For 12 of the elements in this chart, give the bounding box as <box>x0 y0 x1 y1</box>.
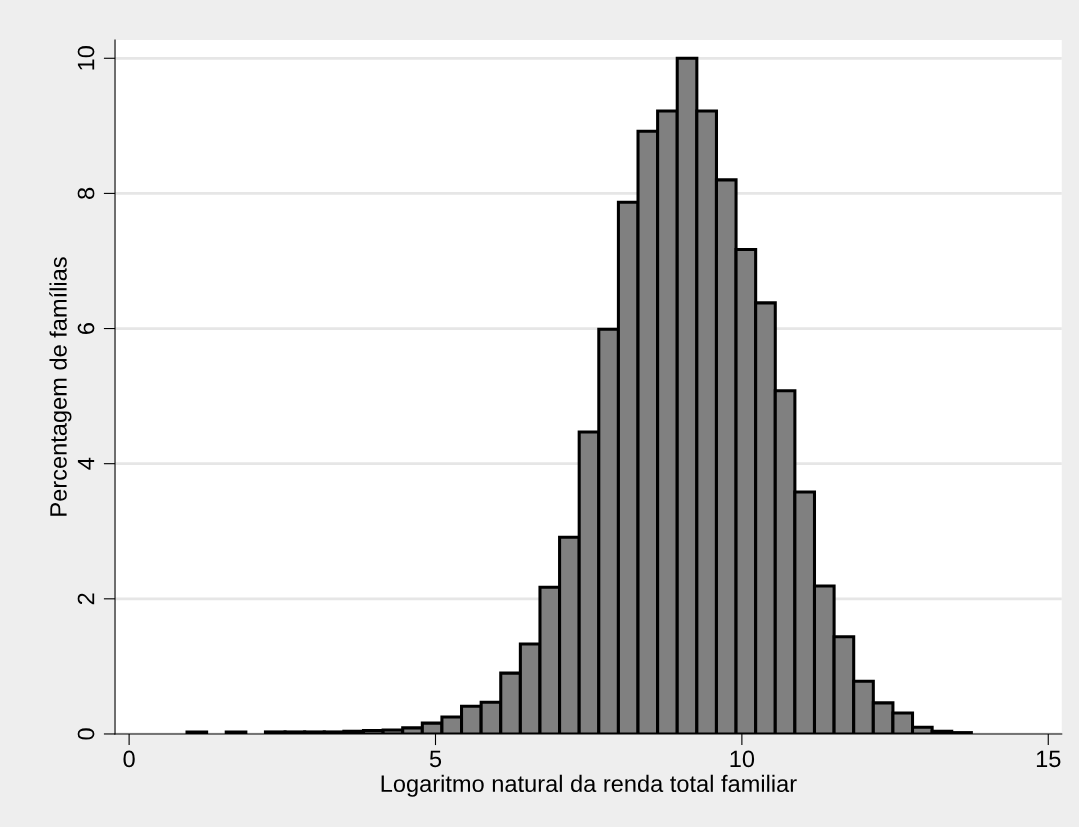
y-tick-label: 6 <box>77 323 95 334</box>
x-tick-label: 15 <box>1036 750 1061 768</box>
x-tick-label: 0 <box>123 750 135 768</box>
y-tick-label: 4 <box>77 457 95 470</box>
x-tick-label: 5 <box>429 750 442 768</box>
x-axis-title: Logaritmo natural da renda total familiar <box>381 774 797 797</box>
y-tick-label: 10 <box>77 46 95 70</box>
y-axis-title: Percentagem de famílias <box>49 257 72 516</box>
y-tick-label: 0 <box>77 728 95 740</box>
y-tick-label: 8 <box>77 187 95 199</box>
x-tick-label: 10 <box>730 750 755 768</box>
y-tick-label: 2 <box>77 593 95 605</box>
